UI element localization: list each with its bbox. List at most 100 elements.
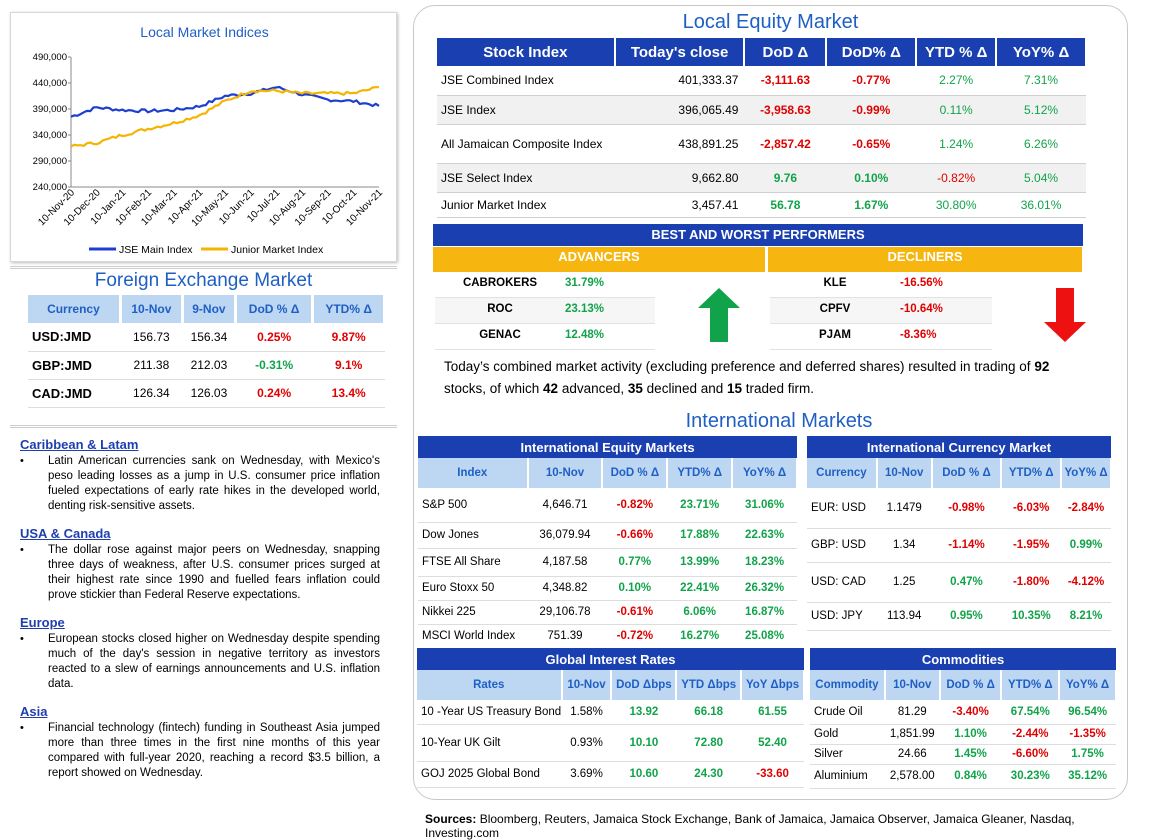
- table-cell: Crude Oil: [810, 700, 885, 725]
- table-cell: 8.21%: [1061, 602, 1111, 631]
- table-row: Aluminium 2,578.00 0.84% 30.23% 35.12%: [810, 764, 1116, 789]
- equity-column-header: YTD % Δ: [916, 38, 998, 66]
- equity-cell: -0.77%: [826, 66, 917, 96]
- table-cell: 67.54%: [1001, 700, 1060, 725]
- table-row: EUR: USD 1.1479 -0.98% -6.03% -2.84%: [807, 488, 1111, 529]
- fx-column-header: DoD % Δ: [235, 295, 315, 323]
- y-tick-label: 340,000: [33, 130, 67, 141]
- table-row: 10 -Year US Treasury Bond 1.58% 13.92 66.18…: [417, 700, 804, 725]
- table-row: USD:JMD 156.73 156.34 0.25% 9.87%: [28, 323, 385, 352]
- equity-cell: -0.99%: [826, 95, 917, 125]
- table-title: International Equity Markets: [418, 436, 797, 458]
- table-cell: 13.99%: [667, 548, 733, 577]
- decliners-header: DECLINERS: [768, 247, 1082, 272]
- fx-column-header: 10-Nov: [120, 295, 184, 323]
- table-cell: 66.18: [676, 700, 742, 725]
- table-cell: GBP: USD: [807, 528, 877, 563]
- table-cell: Dow Jones: [418, 522, 528, 549]
- table-cell: 16.27%: [667, 624, 733, 649]
- news-text: The dollar rose against major peers on W…: [48, 544, 380, 601]
- fx-cell: 156.73: [120, 323, 183, 352]
- equity-cell: 56.78: [744, 192, 827, 218]
- intl-equity-table: International Equity Markets Index 10-Nov D…: [418, 436, 798, 649]
- column-header: YTD% Δ: [667, 458, 734, 488]
- performer-row: CPFV -10.64%: [770, 298, 992, 324]
- performer-row: CABROKERS 31.79%: [435, 272, 655, 298]
- table-cell: -0.98%: [931, 488, 1002, 529]
- summary-text: traded firm.: [742, 381, 815, 396]
- equity-cell: 401,333.37: [614, 66, 745, 96]
- table-cell: 24.66: [884, 744, 940, 765]
- performer-change: -8.36%: [900, 329, 937, 341]
- fx-cell: -0.31%: [235, 351, 313, 380]
- table-cell: 18.23%: [732, 548, 797, 577]
- table-cell: 17.88%: [667, 522, 733, 549]
- fx-cell: 9.87%: [312, 323, 385, 352]
- performer-row: GENAC 12.48%: [435, 324, 655, 350]
- y-tick-label: 440,000: [33, 78, 67, 89]
- table-cell: 4,646.71: [527, 488, 603, 523]
- news-item: • Latin American currencies sank on Wedne…: [20, 454, 380, 514]
- global-rates-table: Global Interest Rates Rates 10-Nov DoD Δbps…: [417, 648, 805, 788]
- y-tick-label: 490,000: [33, 52, 67, 63]
- column-header: 10-Nov: [561, 670, 613, 700]
- equity-column-header: YoY% Δ: [996, 38, 1087, 66]
- table-row: MSCI World Index 751.39 -0.72% 16.27% 25.08%: [418, 624, 797, 649]
- equity-cell: Junior Market Index: [437, 192, 615, 218]
- table-cell: 36,079.94: [527, 522, 603, 549]
- performer-symbol: CPFV: [819, 303, 851, 315]
- table-cell: 22.41%: [667, 576, 733, 601]
- column-header: Index: [418, 458, 529, 488]
- local-equity-table: Stock Index Today's close DoD Δ DoD% Δ YTD %…: [437, 38, 1087, 218]
- intl-markets-title: International Markets: [685, 410, 873, 432]
- table-cell: 0.77%: [602, 548, 668, 577]
- performer-row: PJAM -8.36%: [770, 324, 992, 350]
- table-cell: 52.40: [741, 724, 804, 762]
- table-cell: Silver: [810, 744, 885, 765]
- fx-cell: GBP:JMD: [28, 351, 121, 380]
- table-cell: 4,348.82: [527, 576, 603, 601]
- table-cell: 2,578.00: [884, 764, 940, 789]
- table-cell: 23.71%: [667, 488, 733, 523]
- table-cell: -1.35%: [1059, 724, 1116, 745]
- table-cell: -4.12%: [1061, 562, 1111, 603]
- equity-cell: -3,111.63: [744, 66, 827, 96]
- performer-change: 31.79%: [565, 277, 605, 289]
- performer-row: KLE -16.56%: [770, 272, 992, 298]
- table-row: Junior Market Index 3,457.41 56.78 1.67% 30.…: [437, 192, 1086, 218]
- equity-cell: 1.24%: [916, 124, 997, 164]
- table-cell: MSCI World Index: [418, 624, 528, 649]
- table-row: 10-Year UK Gilt 0.93% 10.10 72.80 52.40: [417, 724, 804, 762]
- table-cell: S&P 500: [418, 488, 528, 523]
- fx-cell: 156.34: [182, 323, 236, 352]
- decliners-list: KLE -16.56% CPFV -10.64% PJAM -8.36%: [770, 272, 992, 350]
- table-row: GBP:JMD 211.38 212.03 -0.31% 9.1%: [28, 351, 385, 380]
- firm-count: 15: [727, 381, 743, 396]
- table-row: CAD:JMD 126.34 126.03 0.24% 13.4%: [28, 379, 385, 408]
- equity-cell: All Jamaican Composite Index: [437, 124, 615, 164]
- sources-label: Sources:: [425, 812, 477, 826]
- table-row: Euro Stoxx 50 4,348.82 0.10% 22.41% 26.32%: [418, 576, 797, 601]
- summary-text: declined and: [642, 381, 727, 396]
- table-cell: 81.29: [884, 700, 940, 725]
- fx-cell: 212.03: [182, 351, 236, 380]
- performer-symbol: PJAM: [819, 329, 851, 341]
- table-cell: -3.40%: [939, 700, 1002, 725]
- table-cell: GOJ 2025 Global Bond: [417, 761, 562, 788]
- equity-column-header: DoD Δ: [744, 38, 828, 66]
- table-row: USD: CAD 1.25 0.47% -1.80% -4.12%: [807, 562, 1111, 603]
- column-header: YTD Δbps: [676, 670, 743, 700]
- news-item: • The dollar rose against major peers on …: [20, 543, 380, 603]
- performer-symbol: CABROKERS: [462, 277, 538, 289]
- fx-cell: 0.24%: [235, 379, 313, 408]
- table-cell: 10.35%: [1001, 602, 1062, 631]
- table-cell: 1.75%: [1059, 744, 1116, 765]
- table-row: Crude Oil 81.29 -3.40% 67.54% 96.54%: [810, 700, 1116, 725]
- fx-column-header: 9-Nov: [182, 295, 237, 323]
- table-cell: 1.45%: [939, 744, 1002, 765]
- equity-cell: -0.65%: [826, 124, 917, 164]
- table-cell: 751.39: [527, 624, 603, 649]
- table-cell: -1.95%: [1001, 528, 1062, 563]
- fx-cell: 126.34: [120, 379, 183, 408]
- fx-column-header: YTD% Δ: [312, 295, 386, 323]
